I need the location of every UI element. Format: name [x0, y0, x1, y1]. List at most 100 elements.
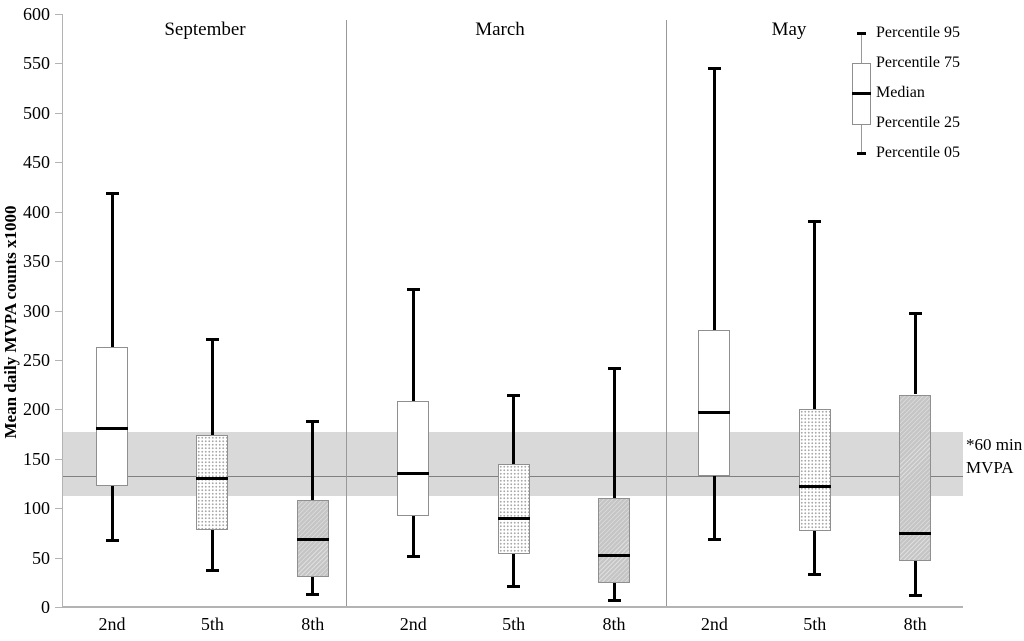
legend-item-percentile-05: Percentile 05 — [876, 144, 960, 162]
whisker-cap-p95-march-2nd — [406, 288, 420, 292]
month-label-september: September — [164, 19, 246, 40]
x-label-march-5th: 5th — [502, 614, 526, 634]
y-tick-350 — [55, 261, 62, 263]
median-september-5th — [196, 477, 229, 481]
box-march-5th — [497, 463, 530, 554]
box-september-2nd — [96, 347, 128, 487]
whisker-upper-may-5th — [813, 221, 817, 410]
median-march-2nd — [397, 472, 430, 476]
y-tick-500 — [55, 112, 62, 114]
whisker-cap-p95-may-5th — [808, 220, 822, 224]
y-tick-label-250: 250 — [23, 349, 50, 370]
box-may-2nd — [698, 330, 731, 476]
y-tick-label-450: 450 — [23, 152, 50, 173]
whisker-lower-may-5th — [813, 530, 817, 575]
legend-item-percentile-25: Percentile 25 — [876, 114, 960, 132]
median-march-8th — [598, 554, 630, 558]
median-may-2nd — [698, 410, 731, 414]
legend-item-percentile-95: Percentile 95 — [876, 24, 960, 41]
whisker-cap-p05-march-5th — [507, 584, 521, 588]
y-tick-label-500: 500 — [23, 102, 50, 123]
whisker-lower-september-8th — [311, 577, 315, 595]
y-tick-100 — [55, 508, 62, 510]
y-tick-label-50: 50 — [32, 547, 50, 568]
whisker-upper-march-8th — [612, 368, 616, 499]
reference-band-label-line1: *60 min — [966, 435, 1023, 454]
y-tick-200 — [55, 409, 62, 411]
x-label-may-2nd: 2nd — [700, 614, 728, 634]
y-tick-label-400: 400 — [23, 201, 50, 222]
whisker-upper-may-8th — [913, 313, 917, 395]
whisker-upper-may-2nd — [712, 68, 716, 331]
box-march-8th — [598, 498, 630, 584]
whisker-upper-september-5th — [210, 339, 214, 436]
whisker-cap-p95-september-5th — [205, 337, 219, 341]
whisker-cap-p95-may-2nd — [707, 66, 721, 70]
legend-item-median: Median — [876, 84, 925, 102]
median-march-5th — [497, 516, 530, 520]
y-tick-550 — [55, 63, 62, 65]
x-label-september-5th: 5th — [200, 614, 224, 634]
legend-item-percentile-75: Percentile 75 — [876, 54, 960, 72]
y-tick-label-200: 200 — [23, 399, 50, 420]
whisker-cap-p95-september-8th — [306, 419, 320, 423]
whisker-cap-p95-march-5th — [507, 393, 521, 397]
reference-band-label: *60 min MVPA — [966, 433, 1022, 479]
x-label-may-5th: 5th — [803, 614, 827, 634]
y-tick-label-300: 300 — [23, 300, 50, 321]
median-may-5th — [798, 484, 831, 488]
whisker-lower-september-5th — [210, 529, 214, 571]
panel-separator-2 — [666, 20, 667, 607]
whisker-upper-september-2nd — [110, 193, 114, 348]
y-tick-300 — [55, 310, 62, 312]
whisker-cap-p05-may-8th — [908, 593, 922, 597]
whisker-cap-p95-march-8th — [607, 367, 621, 371]
whisker-cap-p95-september-2nd — [105, 192, 119, 196]
whisker-lower-march-8th — [612, 583, 616, 601]
whisker-cap-p05-september-2nd — [105, 539, 119, 543]
whisker-cap-p05-may-2nd — [707, 538, 721, 542]
legend-cap-p95 — [857, 31, 866, 35]
whisker-lower-may-2nd — [712, 475, 716, 540]
y-tick-label-100: 100 — [23, 498, 50, 519]
y-tick-label-600: 600 — [23, 4, 50, 24]
box-march-2nd — [397, 401, 430, 517]
median-may-8th — [899, 532, 932, 536]
whisker-cap-p05-september-5th — [205, 568, 219, 572]
x-label-march-2nd: 2nd — [399, 614, 427, 634]
box-may-5th — [798, 409, 831, 531]
whisker-upper-march-2nd — [411, 289, 415, 402]
whisker-cap-p05-march-8th — [607, 598, 621, 602]
x-axis-line — [62, 606, 963, 608]
panel-separator-1 — [346, 20, 347, 607]
whisker-cap-p95-may-8th — [908, 311, 922, 315]
y-tick-600 — [55, 14, 62, 15]
whisker-cap-p05-march-2nd — [406, 555, 420, 559]
y-tick-150 — [55, 458, 62, 460]
reference-band-label-line2: MVPA — [966, 458, 1014, 477]
x-label-may-8th: 8th — [903, 614, 927, 634]
box-september-5th — [196, 435, 229, 530]
whisker-lower-march-5th — [512, 553, 516, 587]
y-tick-250 — [55, 359, 62, 361]
legend-cap-p05 — [857, 151, 866, 155]
x-label-september-8th: 8th — [301, 614, 325, 634]
median-september-8th — [296, 538, 329, 542]
y-axis-line — [62, 14, 63, 607]
whisker-lower-september-2nd — [110, 486, 114, 541]
y-tick-label-150: 150 — [23, 448, 50, 469]
month-label-march: March — [475, 19, 525, 40]
y-tick-label-350: 350 — [23, 251, 50, 272]
y-tick-400 — [55, 211, 62, 213]
month-label-may: May — [771, 19, 807, 40]
legend-median — [852, 91, 871, 95]
x-label-march-8th: 8th — [602, 614, 626, 634]
whisker-cap-p05-may-5th — [808, 572, 822, 576]
whisker-lower-may-8th — [913, 560, 917, 596]
y-tick-label-550: 550 — [23, 53, 50, 74]
whisker-upper-september-8th — [311, 421, 315, 501]
whisker-upper-march-5th — [512, 395, 516, 464]
whisker-lower-march-2nd — [411, 516, 415, 557]
